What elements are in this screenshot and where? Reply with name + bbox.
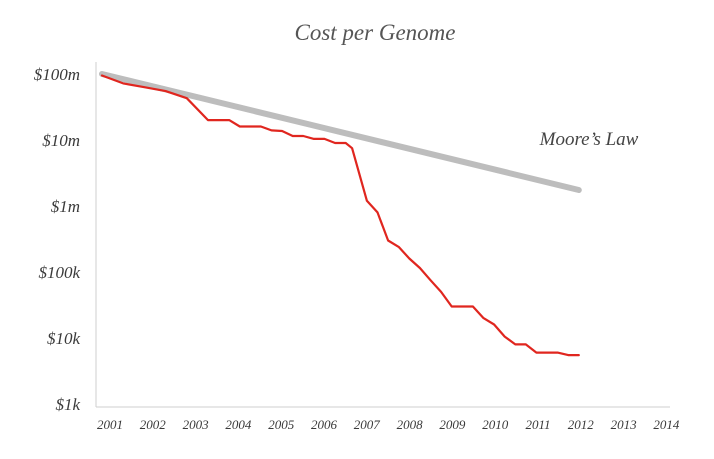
x-tick-label: 2006: [311, 417, 338, 432]
y-tick-label: $10m: [42, 131, 80, 150]
x-tick-label: 2005: [268, 417, 295, 432]
x-tick-label: 2011: [525, 417, 550, 432]
x-tick-label: 2002: [140, 417, 167, 432]
x-tick-label: 2001: [97, 417, 123, 432]
x-axis-ticks: 2001 2002 2003 2004 2005 2006 2007 2008 2009 2010…: [97, 417, 680, 432]
annotation-layer: Moore’s Law: [539, 129, 639, 150]
moores-law-line: [99, 71, 582, 193]
x-tick-label: 2007: [354, 417, 381, 432]
y-tick-label: $1k: [55, 395, 80, 414]
moores-law-annotation: Moore’s Law: [539, 129, 639, 150]
x-tick-label: 2012: [568, 417, 595, 432]
x-tick-label: 2004: [225, 417, 252, 432]
y-axis-ticks: $100m $10m $1m $100k $10k $1k: [34, 65, 81, 414]
y-tick-label: $10k: [47, 329, 81, 348]
y-tick-label: $1m: [51, 197, 80, 216]
series-layer: [99, 71, 582, 357]
x-tick-label: 2010: [482, 417, 509, 432]
chart-title: Cost per Genome: [295, 20, 456, 45]
cost-per-genome-line: [100, 74, 580, 357]
x-tick-label: 2013: [611, 417, 638, 432]
x-tick-label: 2003: [183, 417, 210, 432]
y-tick-label: $100k: [38, 263, 80, 282]
x-tick-label: 2014: [653, 417, 680, 432]
x-tick-label: 2009: [439, 417, 466, 432]
x-tick-label: 2008: [397, 417, 424, 432]
y-tick-label: $100m: [34, 65, 80, 84]
